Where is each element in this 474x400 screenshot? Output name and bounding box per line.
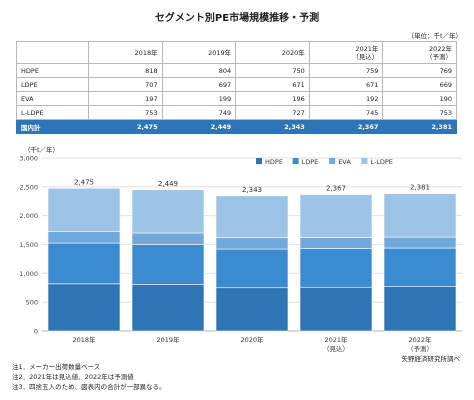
legend-label: L-LDPE bbox=[370, 158, 393, 166]
bar-segment-l-ldpe bbox=[131, 189, 205, 234]
legend-swatch bbox=[361, 158, 368, 164]
bar-segment-hdpe bbox=[383, 286, 457, 332]
total-data-label: 2,381 bbox=[410, 184, 430, 192]
page-title: セグメント別PE市場規模推移・予測 bbox=[154, 13, 320, 24]
bar-segment-ldpe bbox=[299, 248, 373, 288]
x-tick-label: 2022年 bbox=[408, 335, 432, 344]
y-tick-label: 1,500 bbox=[19, 241, 38, 249]
x-tick-label: 2021年 bbox=[324, 335, 348, 344]
bar-segment-hdpe bbox=[131, 284, 205, 332]
source-note: 矢野経済研究所調べ bbox=[401, 355, 461, 363]
y-tick-label: 2,500 bbox=[19, 183, 38, 191]
row-label: 国内計 bbox=[16, 119, 89, 134]
y-tick-label: 500 bbox=[26, 299, 38, 307]
table-cell: 2,449 bbox=[161, 119, 237, 134]
total-data-label: 2,475 bbox=[74, 178, 94, 186]
total-data-label: 2,367 bbox=[326, 185, 346, 193]
table-cell: 2,381 bbox=[382, 119, 457, 134]
x-tick-label: 2019年 bbox=[156, 335, 180, 344]
y-tick-label: 3,000 bbox=[19, 155, 38, 163]
y-tick-label: 1,000 bbox=[19, 270, 38, 278]
x-tick-label: 2018年 bbox=[72, 335, 96, 344]
bar-segment-hdpe bbox=[215, 287, 289, 332]
bar-segment-ldpe bbox=[215, 248, 289, 289]
table-cell: 2,475 bbox=[88, 119, 163, 134]
note-line: 注2．2021年は見込値、2022年は予測値 bbox=[12, 373, 134, 381]
legend-label: LDPE bbox=[302, 158, 319, 166]
data-table: 2018年 2019年 2020年 2021年 （見込） 2022年 （予測） … bbox=[16, 41, 457, 134]
table-row: LDPE 707 697 671 671 669 bbox=[16, 77, 457, 92]
bar-segment-ldpe bbox=[131, 244, 205, 285]
bar-segment-eva bbox=[47, 231, 121, 244]
bar-segment-hdpe bbox=[299, 286, 373, 332]
x-tick-label: （見込） bbox=[323, 344, 349, 353]
bar-segment-l-ldpe bbox=[383, 193, 457, 238]
legend-label: EVA bbox=[338, 158, 351, 166]
legend-swatch bbox=[256, 158, 262, 164]
bar-segment-l-ldpe bbox=[47, 187, 121, 232]
total-data-label: 2,449 bbox=[158, 180, 178, 188]
table-unit-label: （単位：千t／年） bbox=[407, 32, 462, 40]
table-total-row: 国内計 2,475 2,449 2,343 2,367 2,381 bbox=[16, 119, 457, 134]
x-tick-label: 2020年 bbox=[240, 335, 264, 344]
table-cell: 2,343 bbox=[235, 119, 310, 134]
notes: 注1．メーカー出荷数量ベース 注2．2021年は見込値、2022年は予測値 注3… bbox=[12, 362, 166, 392]
table-row: EVA 197 199 196 192 190 bbox=[16, 91, 457, 106]
legend-swatch bbox=[329, 158, 336, 164]
x-tick-label: （予測） bbox=[407, 344, 433, 353]
bar-segment-l-ldpe bbox=[299, 194, 373, 238]
bar-segment-eva bbox=[299, 237, 373, 249]
total-data-label: 2,343 bbox=[242, 186, 262, 194]
table-row: L-LDPE 753 749 727 745 753 bbox=[16, 105, 457, 120]
bar-segment-eva bbox=[383, 236, 457, 249]
bar-segment-ldpe bbox=[383, 247, 457, 287]
y-tick-label: 0 bbox=[34, 328, 38, 336]
note-line: 注3．四捨五入のため、図表内の合計が一部異なる。 bbox=[12, 383, 166, 391]
table-row: HDPE 818 804 750 759 769 bbox=[16, 63, 457, 78]
bar-segment-eva bbox=[215, 237, 289, 250]
legend-swatch bbox=[292, 158, 299, 164]
bar-segment-ldpe bbox=[47, 242, 121, 285]
stacked-bar-chart: 0 500 1,000 1,500 2,000 2,500 3,000 2,475 2018年 2… bbox=[19, 155, 462, 353]
bar-segment-eva bbox=[131, 232, 205, 245]
legend-label: HDPE bbox=[265, 158, 283, 166]
y-tick-label: 2,000 bbox=[19, 212, 38, 220]
bar-segment-l-ldpe bbox=[215, 195, 289, 239]
bar-segment-hdpe bbox=[47, 283, 121, 332]
chart-unit-label: （千t／年） bbox=[24, 146, 60, 154]
note-line: 注1．メーカー出荷数量ベース bbox=[12, 363, 101, 371]
